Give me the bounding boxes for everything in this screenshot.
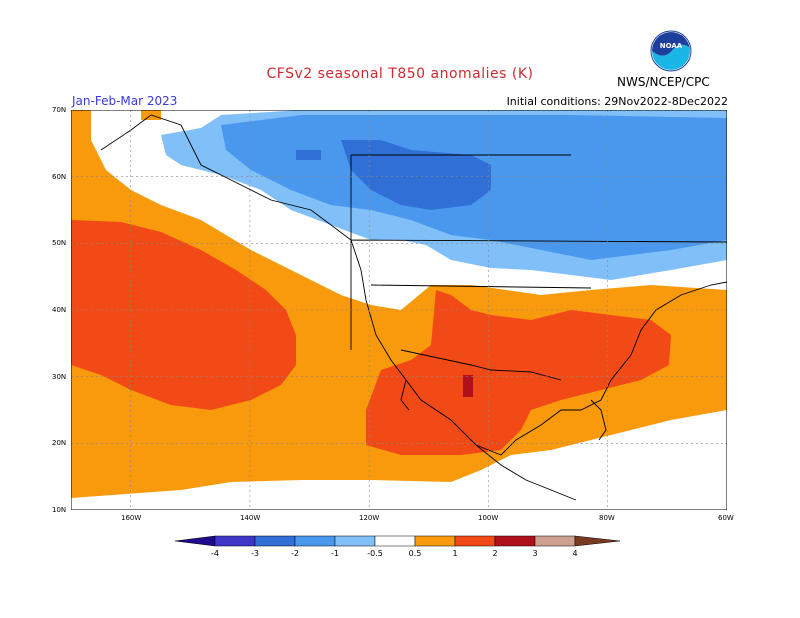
lat-label: 60N [52, 173, 67, 181]
lat-label: 10N [52, 506, 67, 514]
color-legend: -4 -3 -2 -1 -0.5 0.5 1 2 3 4 [174, 535, 621, 558]
legend-swatch [294, 535, 336, 547]
legend-label: 1 [452, 549, 457, 558]
legend-swatch [214, 535, 256, 547]
anomaly-map [71, 110, 727, 510]
noaa-logo-icon: NOAA [650, 30, 692, 72]
forecast-period: Jan-Feb-Mar 2023 [72, 94, 178, 108]
legend-label: 0.5 [409, 549, 422, 558]
legend-label: 3 [532, 549, 537, 558]
legend-label: -4 [211, 549, 219, 558]
lat-label: 70N [52, 106, 67, 114]
legend-label: -2 [291, 549, 299, 558]
anomaly-neg3-neg2-region [296, 140, 491, 210]
legend-label: -0.5 [367, 549, 383, 558]
legend-swatch [414, 535, 456, 547]
legend-swatch [334, 535, 376, 547]
lon-label: 60W [718, 514, 734, 522]
lon-label: 120W [359, 514, 380, 522]
legend-label: -1 [331, 549, 339, 558]
legend-swatch-below-neg4 [174, 535, 216, 547]
legend-label: 2 [492, 549, 497, 558]
legend-swatch [374, 535, 416, 547]
lat-label: 20N [52, 439, 67, 447]
legend-swatch [254, 535, 296, 547]
lon-label: 160W [121, 514, 142, 522]
legend-swatch [534, 535, 576, 547]
lon-label: 80W [599, 514, 615, 522]
lat-label: 30N [52, 373, 67, 381]
lat-label: 40N [52, 306, 67, 314]
legend-swatch [494, 535, 536, 547]
grid-lines [71, 110, 727, 510]
lon-label: 140W [240, 514, 261, 522]
coastlines [100, 114, 727, 501]
logo-text: NOAA [660, 42, 683, 50]
legend-label: -3 [251, 549, 259, 558]
agency-label: NWS/NCEP/CPC [617, 75, 710, 89]
anomaly-2-3-region [463, 375, 473, 397]
legend-swatch [454, 535, 496, 547]
lat-label: 50N [52, 239, 67, 247]
initial-conditions: Initial conditions: 29Nov2022-8Dec2022 [506, 95, 728, 108]
legend-label: 4 [572, 549, 577, 558]
map-title: CFSv2 seasonal T850 anomalies (K) [266, 66, 534, 82]
lon-label: 100W [478, 514, 499, 522]
legend-swatch-above-4 [574, 535, 621, 547]
